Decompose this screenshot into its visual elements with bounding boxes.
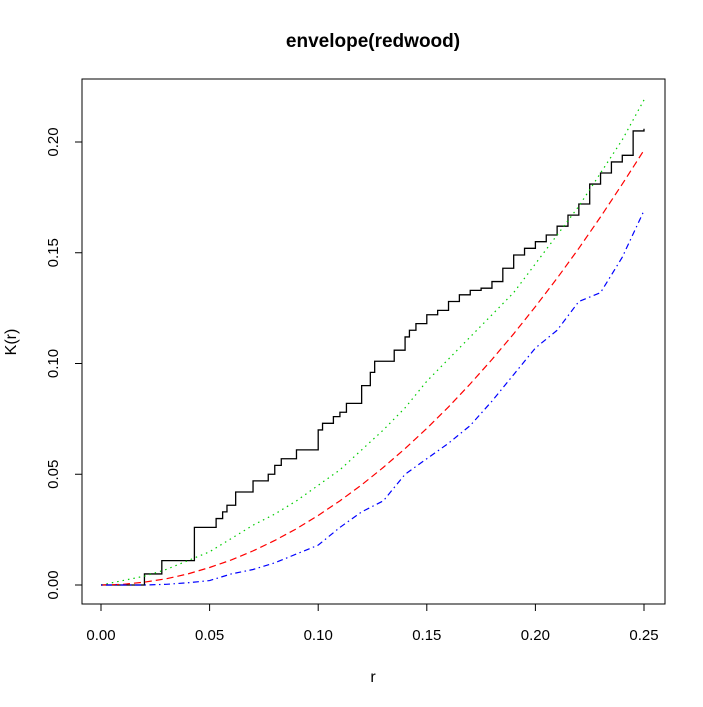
plot-frame xyxy=(81,78,666,605)
y-axis: 0.00 0.05 0.10 0.15 0.20 xyxy=(45,127,83,600)
y-tick-label: 0.20 xyxy=(45,127,62,156)
y-tick-label: 0.05 xyxy=(45,460,62,489)
series-line-0 xyxy=(101,128,645,586)
series-layer xyxy=(100,99,645,586)
y-tick-label: 0.10 xyxy=(45,349,62,378)
y-axis-label: K(r) xyxy=(3,329,20,356)
series-line-1 xyxy=(100,99,645,586)
x-tick-label: 0.00 xyxy=(86,627,115,644)
x-axis-label: r xyxy=(370,669,376,686)
x-tick-label: 0.20 xyxy=(521,627,550,644)
x-tick-label: 0.10 xyxy=(304,627,333,644)
series-line-2 xyxy=(100,149,645,586)
series-line-3 xyxy=(101,210,645,586)
x-axis: 0.00 0.05 0.10 0.15 0.20 0.25 xyxy=(86,603,659,644)
x-tick-label: 0.15 xyxy=(412,627,441,644)
x-tick-label: 0.05 xyxy=(195,627,224,644)
chart-title: envelope(redwood) xyxy=(286,31,460,52)
y-tick-label: 0.00 xyxy=(45,570,62,599)
x-tick-label: 0.25 xyxy=(629,627,658,644)
y-tick-label: 0.15 xyxy=(45,238,62,267)
